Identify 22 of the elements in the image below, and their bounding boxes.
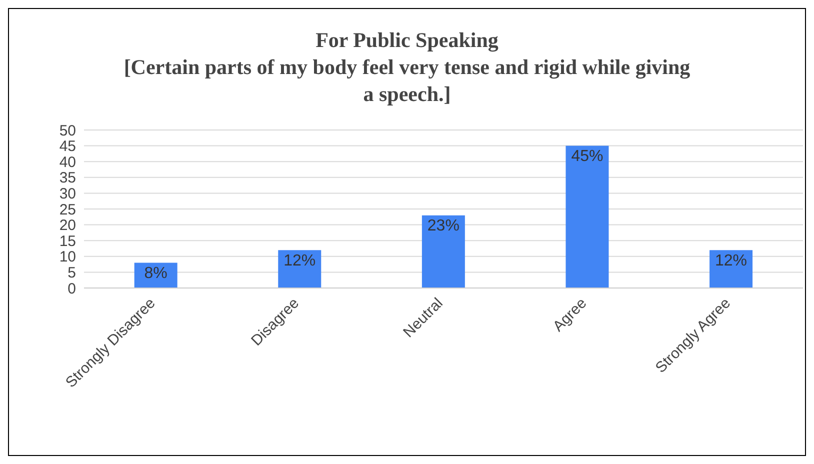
bar [422,215,465,288]
y-tick-label: 45 [59,138,76,156]
y-tick-label: 40 [59,154,76,171]
data-label: 23% [427,218,460,235]
y-tick-label: 50 [59,122,76,140]
chart-subtitle: [Certain parts of my body feel very tense and rigid while giving a speech.] [122,54,692,108]
y-tick-label: 35 [59,170,76,187]
bar [566,146,609,288]
y-tick-label: 20 [59,217,76,234]
bar [278,250,322,288]
bar [710,250,753,288]
y-tick-label: 5 [68,264,76,282]
data-label: 12% [284,252,316,270]
y-tick-label: 0 [68,280,76,298]
y-tick-label: 10 [59,248,76,266]
chart-title: For Public Speaking [314,27,500,54]
data-label: 12% [715,252,748,270]
y-tick-label: 25 [59,201,76,218]
y-tick-label: 30 [59,186,76,203]
data-label: 8% [144,265,168,282]
data-label: 45% [571,148,604,166]
y-tick-label: 15 [59,232,76,250]
